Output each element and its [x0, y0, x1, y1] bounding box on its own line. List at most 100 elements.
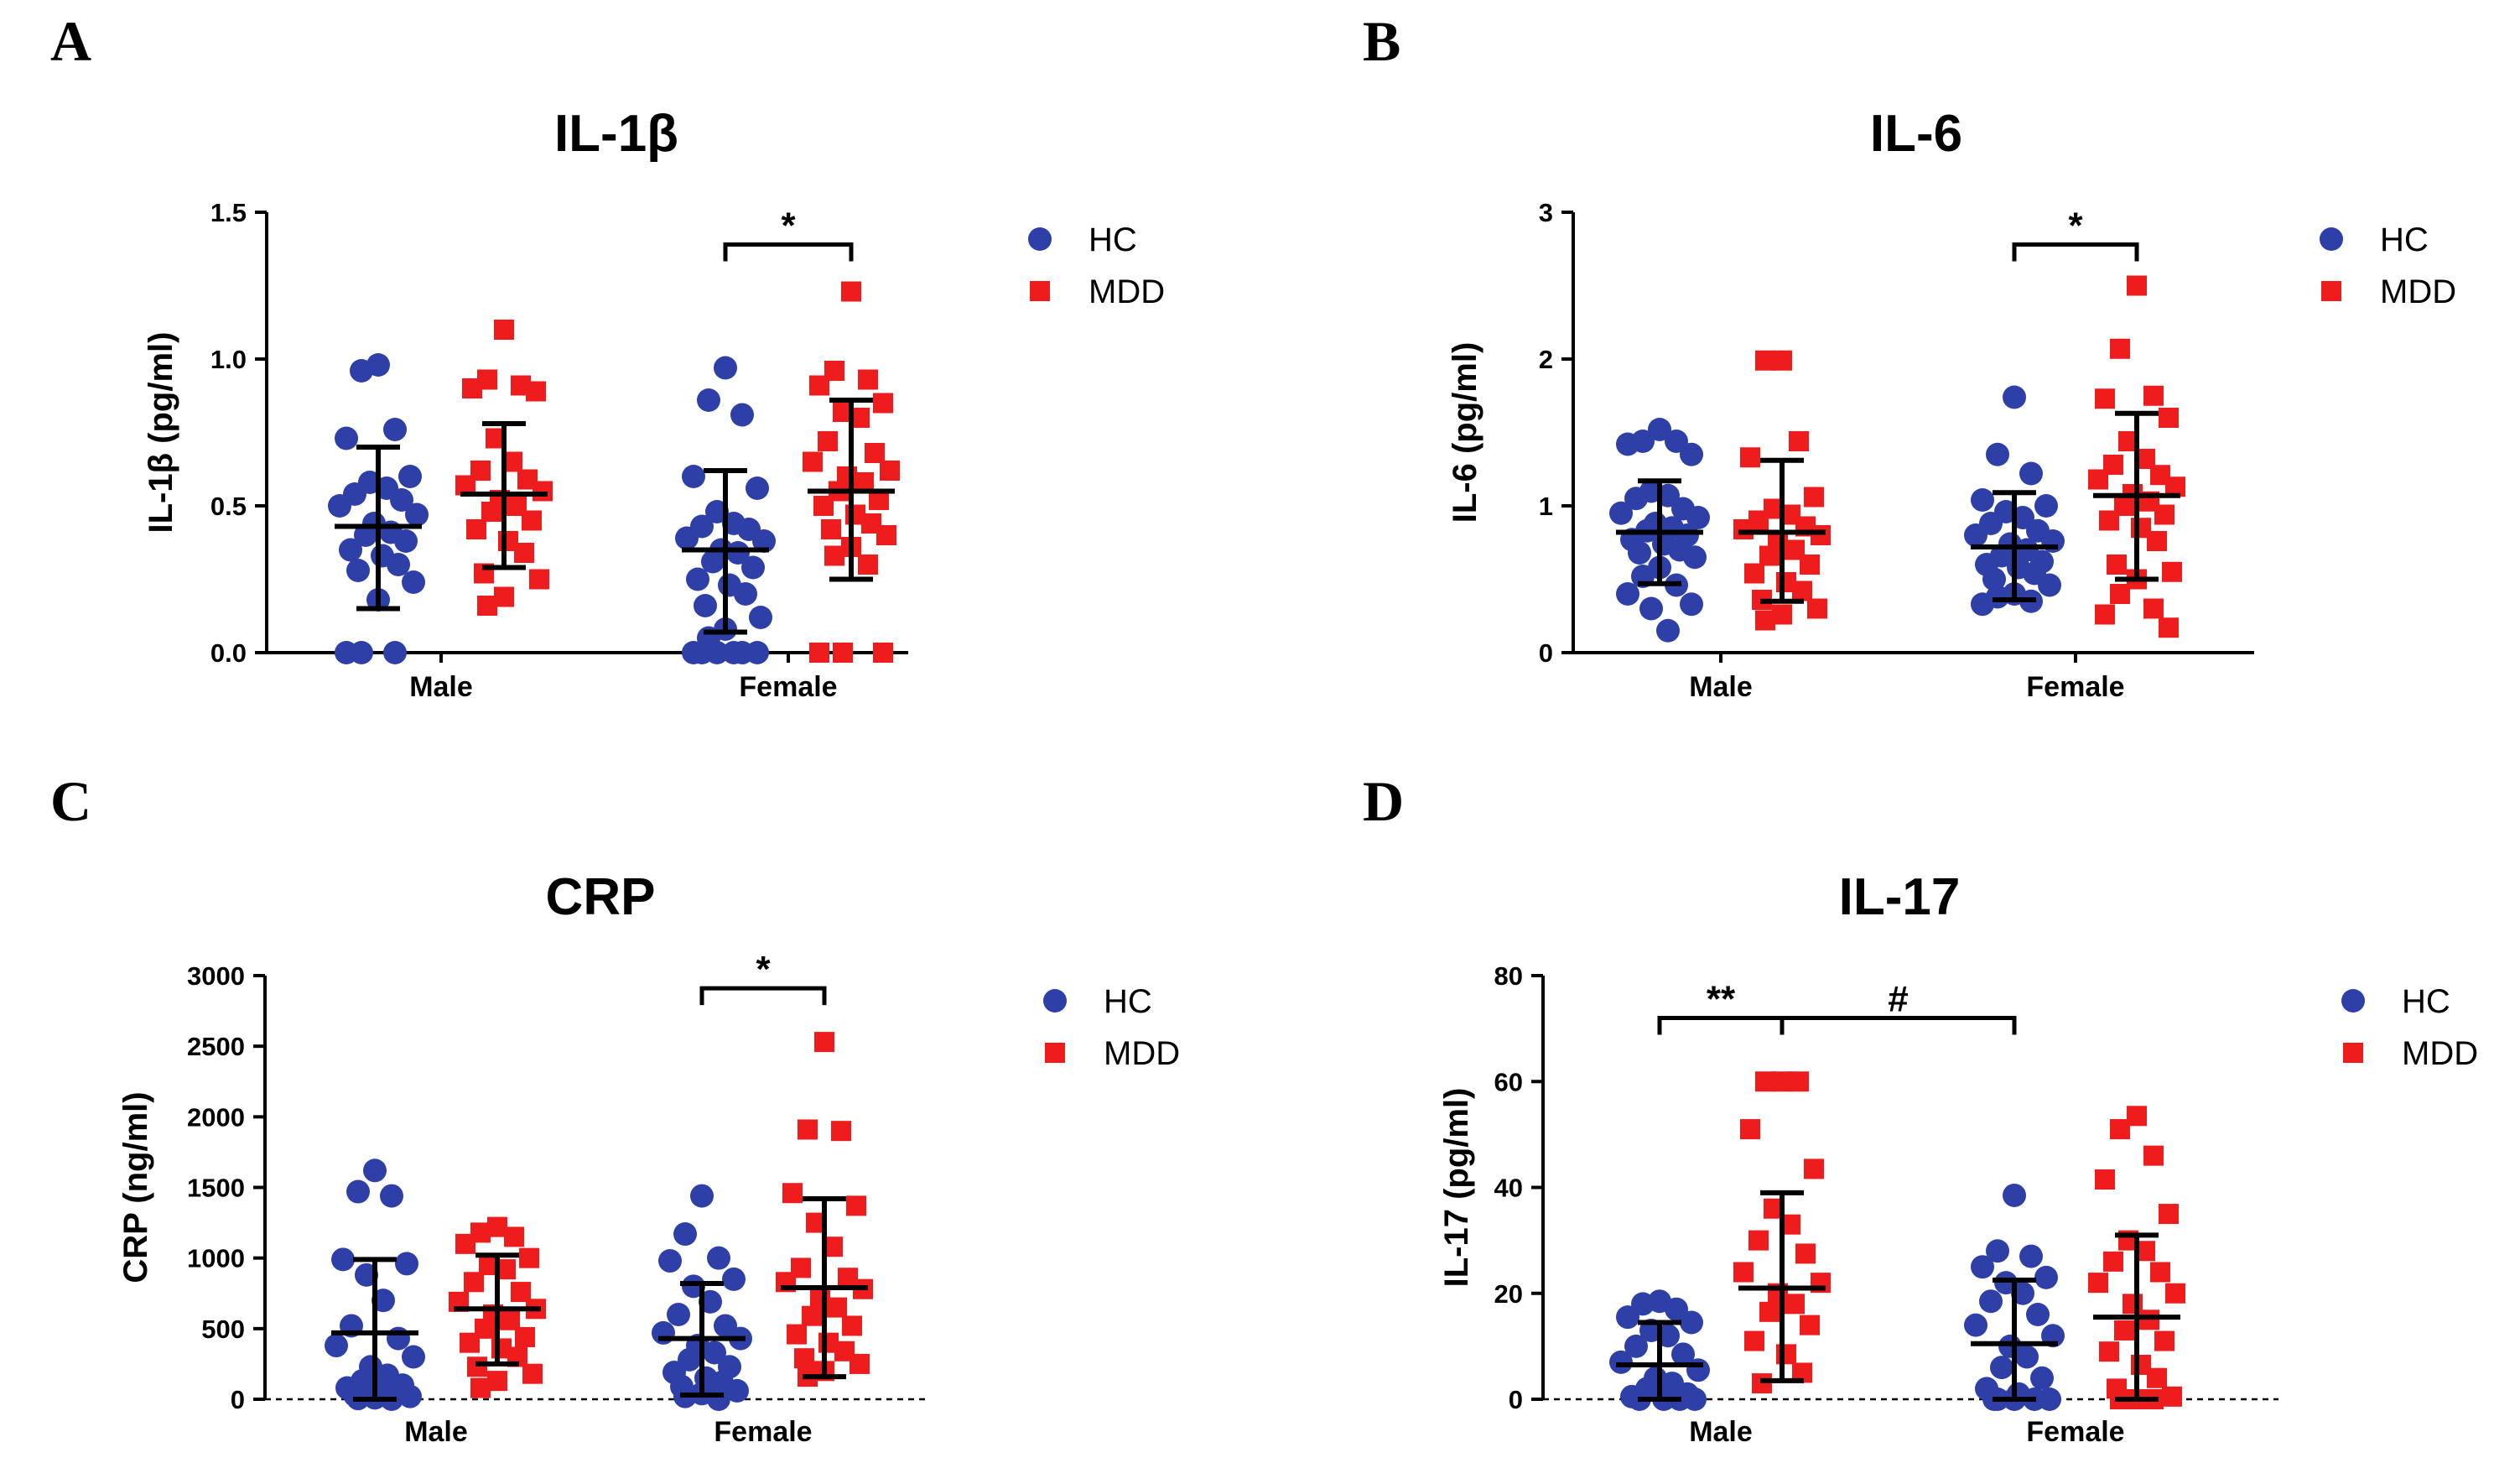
hc-data-point	[1986, 442, 2009, 466]
mdd-data-point	[2165, 1283, 2185, 1304]
significance-label: #	[1888, 979, 1908, 1020]
x-tick-label: Female	[739, 671, 837, 703]
mdd-data-point	[494, 320, 514, 340]
mdd-data-point	[1759, 1301, 1780, 1322]
hc-data-point	[714, 356, 737, 380]
hc-data-point	[1616, 582, 1639, 606]
hc-data-point	[1686, 1358, 1710, 1382]
mdd-data-point	[477, 596, 497, 616]
hc-data-point	[1683, 545, 1707, 570]
x-tick-label: Male	[404, 1416, 468, 1448]
legend-hc-label: HC	[2380, 221, 2429, 258]
y-tick-label: 0.0	[210, 638, 247, 668]
legend-hc-label: HC	[2402, 983, 2450, 1020]
hc-data-point	[703, 1341, 726, 1365]
hc-data-point	[1665, 1297, 1688, 1321]
mdd-data-point	[833, 643, 853, 663]
hc-data-point	[697, 388, 720, 412]
hc-data-point	[734, 582, 757, 606]
legend-hc-marker	[2341, 989, 2365, 1013]
hc-data-point	[1656, 618, 1680, 643]
hc-data-point	[1665, 430, 1688, 453]
mdd-data-point	[2159, 617, 2179, 638]
mdd-data-point	[1744, 1330, 1764, 1351]
mdd-data-point	[2162, 1386, 2182, 1407]
mdd-data-point	[809, 375, 829, 396]
mdd-data-point	[514, 543, 534, 563]
hc-data-point	[1616, 1305, 1639, 1330]
hc-data-point	[749, 606, 772, 629]
mdd-data-point	[2088, 1273, 2108, 1294]
mdd-data-point	[519, 1247, 539, 1268]
mdd-data-point	[2139, 1309, 2159, 1330]
hc-data-point	[380, 1184, 403, 1208]
hc-data-point	[1616, 432, 1639, 456]
mdd-data-point	[2147, 531, 2167, 551]
mdd-data-point	[821, 519, 841, 539]
hc-data-point	[387, 1326, 410, 1351]
mdd-data-point	[2110, 1119, 2130, 1140]
hc-data-point	[752, 529, 776, 553]
mdd-data-point	[504, 1226, 524, 1247]
mdd-data-point	[1740, 447, 1760, 468]
hc-data-point	[387, 553, 410, 576]
mdd-data-point	[824, 545, 844, 566]
x-tick-label: Female	[714, 1416, 812, 1448]
legend-mdd-label: MDD	[1104, 1035, 1180, 1072]
mdd-data-point	[1800, 554, 1820, 575]
legend-hc-label: HC	[1104, 983, 1152, 1020]
y-tick-label: 1.0	[210, 345, 247, 374]
legend-mdd-marker	[2343, 1043, 2363, 1063]
mdd-data-point	[2095, 1169, 2115, 1190]
y-axis-label: IL-1β (pg/ml)	[143, 332, 179, 534]
hc-data-point	[741, 555, 765, 580]
hc-data-point	[398, 465, 422, 488]
panel-letter: D	[1363, 769, 1404, 833]
mdd-data-point	[1755, 610, 1775, 631]
y-tick-label: 20	[1494, 1279, 1523, 1309]
hc-data-point	[1986, 1239, 2009, 1263]
mdd-data-point	[1748, 1230, 1769, 1251]
mdd-data-point	[1759, 545, 1780, 566]
mdd-data-point	[809, 643, 829, 663]
hc-data-point	[2003, 1183, 2026, 1207]
hc-data-point	[1971, 1255, 1994, 1279]
mdd-data-point	[462, 378, 482, 398]
significance-bracket	[723, 242, 854, 262]
mdd-data-point	[455, 1233, 475, 1254]
hc-data-point	[405, 502, 429, 527]
hc-data-point	[1686, 506, 1710, 529]
hc-data-point	[667, 1303, 690, 1326]
mdd-data-point	[1776, 1344, 1796, 1365]
hc-data-point	[2019, 461, 2043, 486]
mdd-data-point	[802, 1305, 822, 1326]
hc-data-point	[1979, 1289, 2003, 1314]
mdd-data-point	[2127, 275, 2147, 296]
hc-data-point	[1639, 596, 1663, 621]
y-tick-label: 3	[1539, 198, 1553, 227]
panel-letter: B	[1363, 9, 1400, 73]
mdd-data-point	[2095, 388, 2115, 409]
panel-d: D IL-17 IL-17 (pg/ml) 0 20 40 60 80 Male Female **…	[1363, 769, 2478, 1448]
hc-data-point	[1648, 418, 1671, 441]
y-axis-label: IL-17 (pg/ml)	[1438, 1088, 1475, 1288]
mdd-data-point	[526, 381, 546, 402]
hc-data-point	[383, 641, 407, 664]
chart-title: IL-6	[1870, 105, 1962, 163]
y-tick-label: 2	[1539, 345, 1553, 374]
y-axis-label: CRP (ng/ml)	[117, 1091, 154, 1283]
mdd-data-point	[481, 502, 501, 522]
mdd-data-point	[511, 1282, 531, 1303]
hc-data-point	[2030, 1366, 2054, 1390]
hc-data-point	[2034, 1265, 2058, 1289]
legend: HC MDD	[1028, 221, 1165, 310]
legend-hc-marker	[2320, 227, 2343, 251]
hc-data-point	[682, 465, 705, 488]
mdd-data-point	[865, 443, 885, 463]
hc-data-point	[335, 641, 358, 664]
mdd-data-point	[1755, 1071, 1775, 1092]
mdd-data-point	[1789, 1071, 1809, 1092]
hc-data-point	[2038, 1388, 2061, 1411]
mdd-data-point	[2110, 584, 2130, 604]
